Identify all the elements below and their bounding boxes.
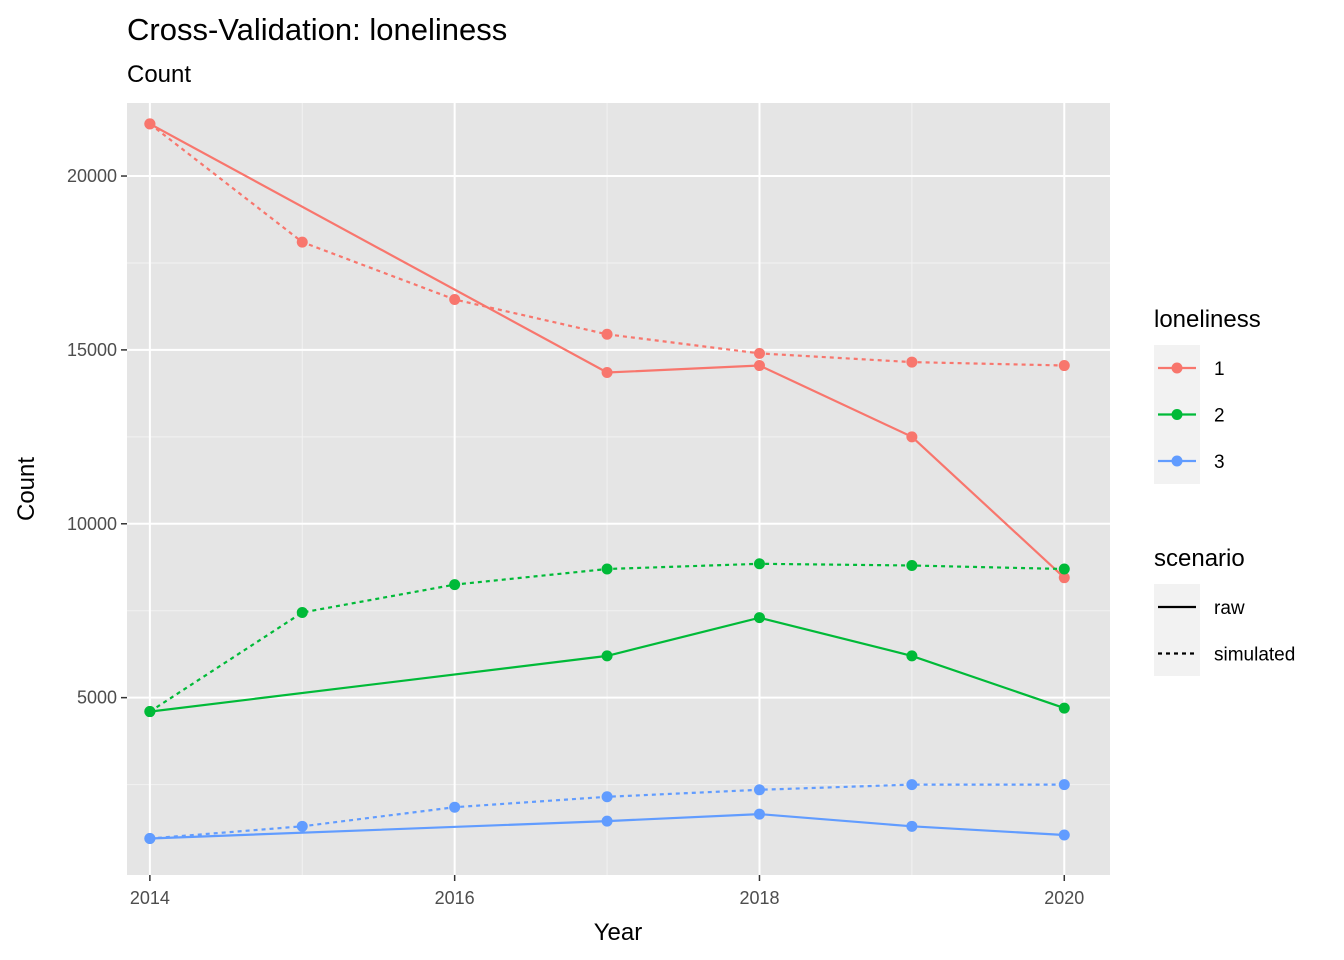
data-point-1-simulated bbox=[296, 236, 308, 248]
x-axis-title: Year bbox=[594, 919, 643, 946]
x-tick-label: 2016 bbox=[435, 888, 475, 908]
data-point-2-raw bbox=[1058, 702, 1070, 714]
y-tick-label: 15000 bbox=[67, 340, 117, 360]
series-layer bbox=[144, 118, 1070, 844]
legend: loneliness 1 2 3 scenario raw simulated bbox=[1154, 306, 1295, 676]
data-point-3-simulated bbox=[753, 784, 765, 796]
legend-color-title: loneliness bbox=[1154, 306, 1261, 333]
legend-label-raw: raw bbox=[1214, 598, 1245, 619]
x-tick-label: 2018 bbox=[739, 888, 779, 908]
legend-key-point-2 bbox=[1171, 409, 1183, 420]
data-point-3-simulated bbox=[449, 801, 461, 813]
data-point-2-simulated bbox=[449, 579, 461, 591]
data-point-1-simulated bbox=[906, 356, 918, 368]
data-point-1-simulated bbox=[1058, 360, 1070, 372]
x-tick-label: 2020 bbox=[1044, 888, 1084, 908]
legend-color-items: 1 2 3 bbox=[1158, 359, 1225, 473]
data-point-2-raw bbox=[906, 650, 918, 662]
data-point-3-raw bbox=[753, 808, 765, 820]
y-tick-label: 10000 bbox=[67, 514, 117, 534]
legend-key-point-3 bbox=[1171, 455, 1183, 467]
data-point-1-raw bbox=[906, 431, 918, 443]
legend-scenario-keys-bg bbox=[1154, 584, 1200, 676]
y-tick-label: 5000 bbox=[77, 688, 117, 708]
chart-subtitle: Count bbox=[127, 61, 191, 88]
data-point-1-simulated bbox=[449, 293, 461, 305]
data-point-3-simulated bbox=[601, 791, 613, 803]
plot-panel bbox=[127, 103, 1110, 875]
data-point-2-simulated bbox=[1058, 563, 1070, 575]
legend-scenario-items: raw simulated bbox=[1158, 598, 1295, 666]
data-point-1-simulated bbox=[601, 328, 613, 340]
data-point-3-raw bbox=[601, 815, 613, 827]
data-point-2-raw bbox=[601, 650, 613, 662]
data-point-3-raw bbox=[906, 820, 918, 832]
legend-scenario-title: scenario bbox=[1154, 545, 1245, 572]
data-point-2-simulated bbox=[144, 706, 156, 718]
legend-label-simulated: simulated bbox=[1214, 645, 1295, 666]
data-point-3-raw bbox=[1058, 829, 1070, 841]
data-point-1-raw bbox=[753, 360, 765, 372]
data-point-2-simulated bbox=[753, 558, 765, 570]
grid-lines bbox=[127, 103, 1110, 875]
chart-title: Cross-Validation: loneliness bbox=[127, 12, 507, 47]
data-point-1-raw bbox=[601, 367, 613, 379]
data-point-2-simulated bbox=[601, 563, 613, 575]
legend-label-3: 3 bbox=[1214, 452, 1225, 473]
data-point-3-simulated bbox=[906, 779, 918, 791]
data-point-1-raw bbox=[1058, 572, 1070, 584]
data-point-3-simulated bbox=[1058, 779, 1070, 791]
data-point-1-simulated bbox=[753, 347, 765, 359]
data-point-2-simulated bbox=[296, 606, 308, 618]
x-tick-label: 2014 bbox=[130, 888, 170, 908]
y-axis-title: Count bbox=[13, 457, 40, 521]
legend-label-2: 2 bbox=[1214, 406, 1225, 427]
axis-ticks: 2014 2016 2018 2020 5000 10000 15000 20000 bbox=[67, 166, 1084, 908]
data-point-2-raw bbox=[753, 612, 765, 624]
legend-key-point-1 bbox=[1171, 362, 1183, 374]
legend-label-1: 1 bbox=[1214, 359, 1225, 380]
data-point-3-simulated bbox=[144, 832, 156, 844]
data-point-2-simulated bbox=[906, 560, 918, 572]
y-tick-label: 20000 bbox=[67, 166, 117, 186]
data-point-1-simulated bbox=[144, 118, 156, 130]
data-point-3-simulated bbox=[296, 820, 308, 832]
